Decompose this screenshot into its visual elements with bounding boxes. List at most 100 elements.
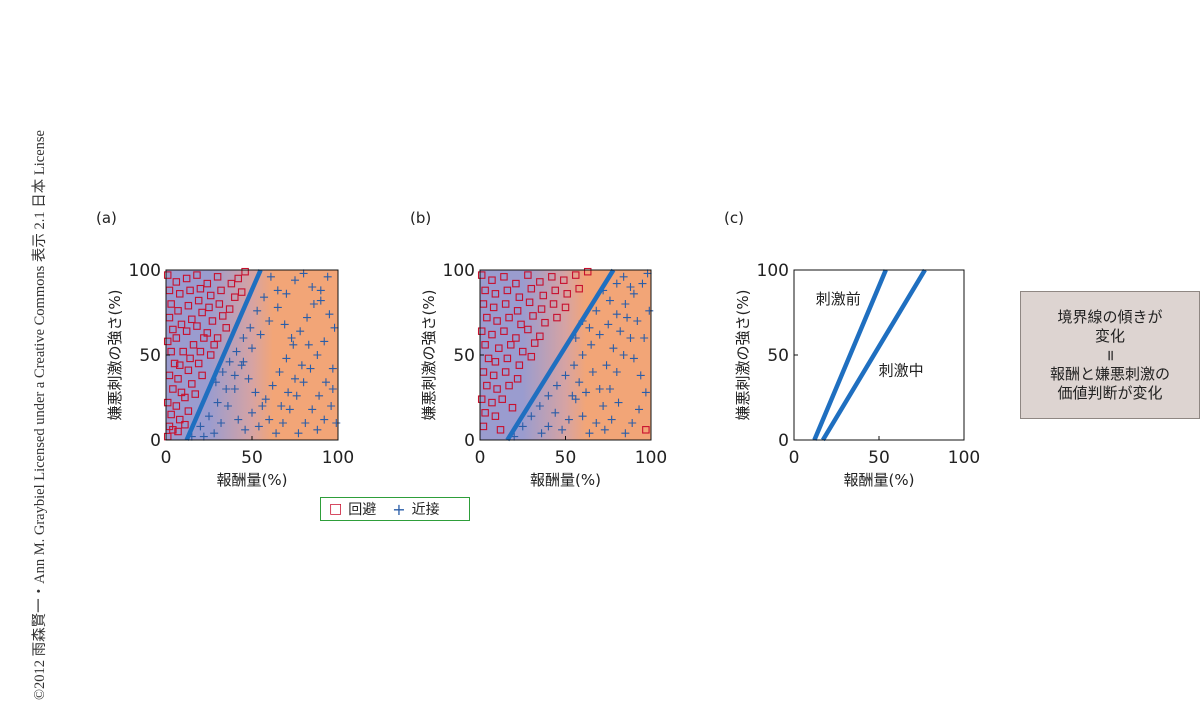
approach-marker xyxy=(196,422,205,431)
y-tick-label: 0 xyxy=(778,431,789,451)
avoid-marker xyxy=(203,329,212,337)
avoid-marker xyxy=(181,393,189,402)
approach-marker xyxy=(282,354,291,363)
x-tick-label: 0 xyxy=(475,448,486,468)
avoid-marker xyxy=(172,278,181,286)
avoid-marker xyxy=(575,284,583,293)
approach-marker xyxy=(241,425,250,434)
approach-marker xyxy=(282,289,291,298)
y-axis-label: 嫌悪刺激の強さ(%) xyxy=(106,290,124,421)
avoid-marker xyxy=(508,403,517,412)
approach-marker xyxy=(614,398,623,407)
avoid-marker xyxy=(501,368,510,376)
approach-marker xyxy=(578,351,587,359)
approach-marker xyxy=(239,357,248,366)
approach-marker xyxy=(592,306,601,315)
avoid-marker xyxy=(527,352,536,361)
approach-marker xyxy=(616,327,625,336)
approach-marker xyxy=(223,402,232,410)
avoid-marker xyxy=(172,334,181,342)
avoid-marker xyxy=(176,290,184,298)
approach-marker xyxy=(623,313,632,322)
avoid-marker xyxy=(182,327,191,335)
avoid-marker xyxy=(500,273,508,281)
approach-marker xyxy=(239,334,248,342)
panel-label: (b) xyxy=(410,209,431,227)
approach-marker xyxy=(321,378,330,387)
approach-marker xyxy=(303,313,312,322)
approach-marker xyxy=(640,334,649,342)
avoid-marker xyxy=(176,361,184,369)
approach-marker xyxy=(558,425,567,434)
approach-marker xyxy=(605,296,614,305)
avoid-marker xyxy=(513,375,522,383)
avoid-marker xyxy=(488,330,496,339)
approach-marker xyxy=(308,405,317,414)
avoid-marker xyxy=(237,288,246,296)
avoid-marker xyxy=(536,278,544,286)
approach-marker xyxy=(280,320,289,329)
avoid-marker xyxy=(163,271,172,279)
approach-marker xyxy=(537,429,546,438)
approach-marker xyxy=(225,357,234,366)
approach-marker xyxy=(316,286,325,295)
approach-marker xyxy=(626,283,635,291)
chart-panel-2: (b) 0 50 100 0 50 100 報酬量(%) 嫌悪刺激の強さ(%) xyxy=(410,209,667,489)
avoid-marker xyxy=(503,286,512,295)
y-tick-label: 100 xyxy=(443,261,475,281)
x-tick-label: 100 xyxy=(322,448,354,468)
avoid-marker xyxy=(525,298,534,307)
approach-marker xyxy=(278,419,287,427)
approach-marker xyxy=(561,371,570,380)
approach-marker xyxy=(635,405,644,414)
approach-marker xyxy=(253,306,262,315)
approach-marker xyxy=(544,391,553,400)
approach-marker xyxy=(266,272,275,281)
avoid-marker xyxy=(203,279,212,288)
avoid-marker xyxy=(217,286,225,295)
approach-marker xyxy=(568,391,577,400)
approach-marker xyxy=(272,429,281,438)
approach-marker xyxy=(327,402,336,410)
summary-line-3: = xyxy=(1101,348,1120,362)
approach-marker xyxy=(571,395,580,404)
approach-marker xyxy=(313,351,322,359)
approach-marker xyxy=(297,361,306,370)
x-tick-label: 100 xyxy=(635,448,667,468)
approach-marker xyxy=(277,402,286,410)
approach-marker xyxy=(607,415,616,424)
avoid-marker xyxy=(169,325,177,334)
avoid-marker xyxy=(561,303,570,312)
x-tick-label: 50 xyxy=(241,448,263,468)
x-axis-label: 報酬量(%) xyxy=(844,471,915,489)
avoid-marker xyxy=(512,279,520,288)
approach-marker xyxy=(304,340,313,349)
approach-marker xyxy=(301,419,310,427)
x-tick-label: 50 xyxy=(555,448,577,468)
approach-marker xyxy=(633,317,642,325)
approach-marker xyxy=(268,381,277,390)
avoid-marker xyxy=(496,426,505,434)
approach-marker xyxy=(621,300,630,308)
approach-marker xyxy=(261,395,270,404)
approach-marker xyxy=(291,276,299,285)
avoid-marker xyxy=(489,371,498,380)
y-tick-label: 0 xyxy=(150,431,161,451)
approach-marker xyxy=(292,391,301,400)
approach-marker xyxy=(320,337,329,346)
approach-marker xyxy=(605,385,614,393)
approach-marker xyxy=(600,425,609,434)
avoid-marker xyxy=(191,390,199,398)
approach-marker xyxy=(643,269,652,278)
approach-marker xyxy=(612,279,621,288)
approach-marker xyxy=(619,272,628,281)
approach-marker xyxy=(291,374,299,383)
avoid-marker xyxy=(176,415,184,424)
avoid-marker xyxy=(241,267,249,276)
avoid-marker xyxy=(488,276,496,284)
approach-marker xyxy=(629,354,638,363)
avoid-marker xyxy=(167,300,175,308)
legend: □ 回避 + 近接 xyxy=(320,497,470,521)
y-tick-label: 100 xyxy=(129,261,161,281)
avoid-marker xyxy=(184,301,193,310)
